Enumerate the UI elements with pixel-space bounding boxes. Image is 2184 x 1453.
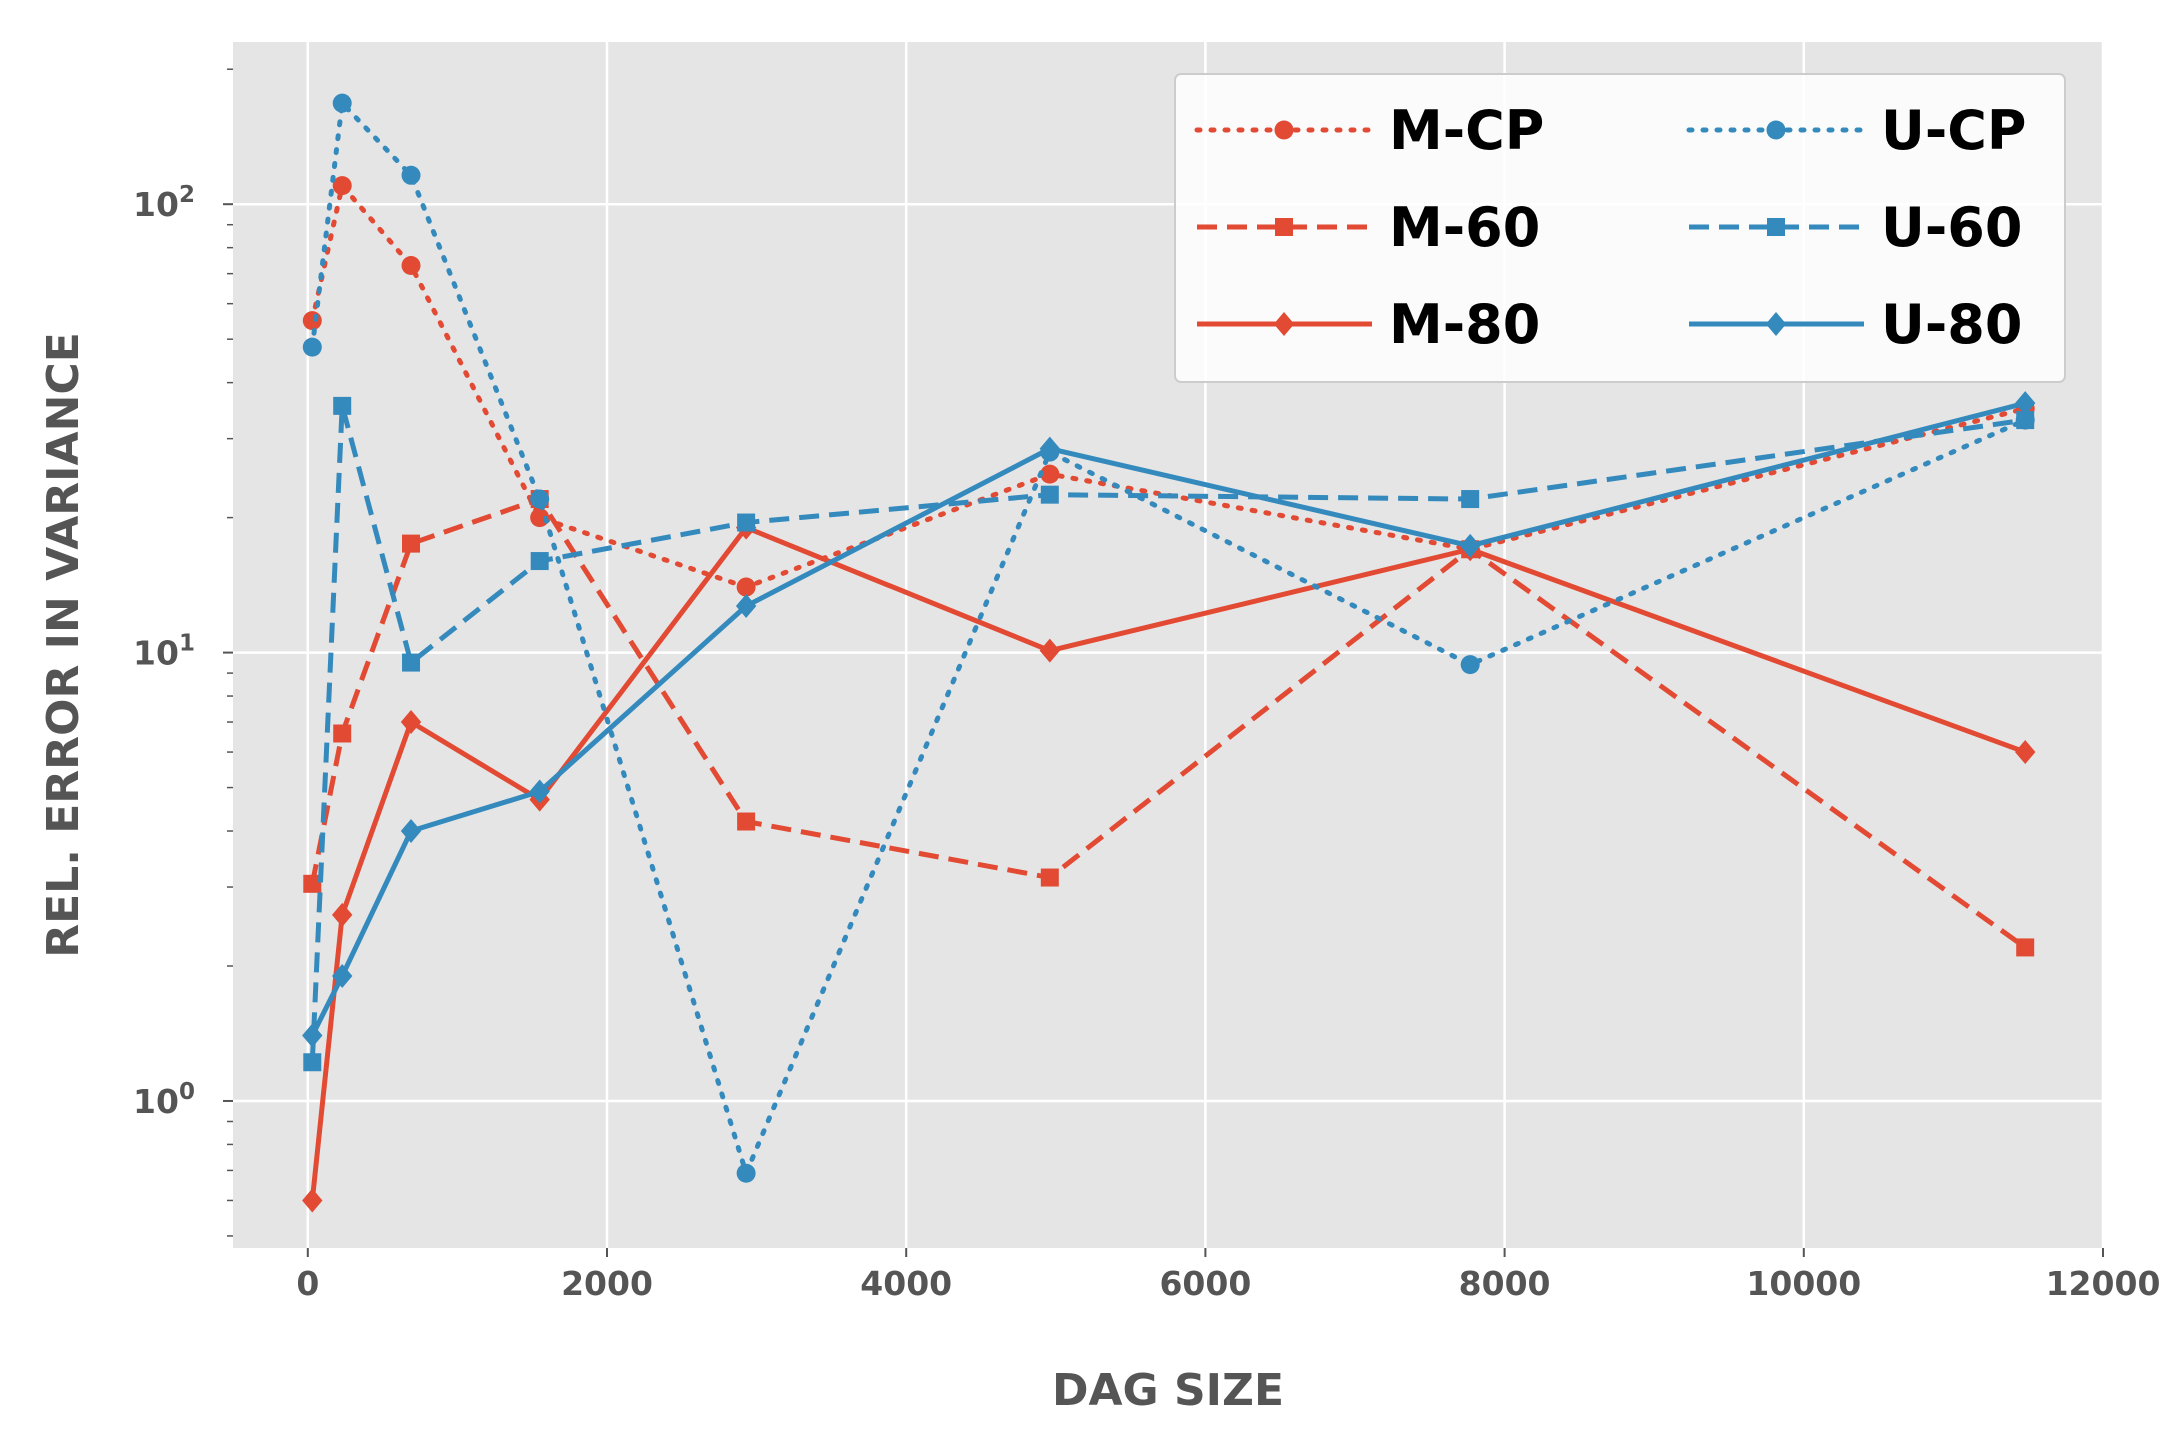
x-tick-label: 8000 [1459,1264,1551,1303]
data-point [1459,533,1481,558]
y-tick-label: 100 [133,1079,195,1121]
data-point [332,963,353,988]
series-line [310,400,2026,1037]
data-point [2015,740,2036,765]
y-tick-label: 101 [133,631,195,673]
series-line [309,100,2028,1176]
data-point [302,311,322,331]
data-point [737,513,756,532]
data-point [1040,485,1059,504]
legend-marker [1767,218,1785,236]
data-point [1461,490,1480,509]
data-point [2016,938,2035,957]
data-point [736,1163,756,1183]
x-tick-label: 4000 [860,1264,952,1303]
legend-box [1174,73,2066,383]
data-point [402,653,421,672]
legend-item-u-80: U-80 [1689,293,2022,356]
series-line [309,525,2027,1201]
y-axis-label: REL. ERROR IN VARIANCE [38,332,89,958]
x-axis-label: DAG SIZE [1052,1365,1284,1416]
legend-item-u-60: U-60 [1689,196,2022,259]
data-point [332,93,352,113]
y-tick-base: 10 [133,1082,179,1121]
data-point [401,255,421,275]
legend-label: M-80 [1389,293,1540,356]
legend-item-m-60: M-60 [1197,196,1540,259]
legend-item-m-cp: M-CP [1194,99,1544,162]
legend-label: M-60 [1389,196,1540,259]
legend-item-u-cp: U-CP [1686,99,2026,162]
x-tick-label: 12000 [2046,1264,2161,1303]
legend-label: M-CP [1389,99,1544,162]
x-tick-label: 10000 [1746,1264,1861,1303]
data-point [302,337,322,357]
series-line [309,496,2027,950]
y-tick-exponent: 2 [179,182,195,208]
y-tick-exponent: 0 [179,1079,195,1105]
data-point [401,165,421,185]
series-line [309,403,2026,1063]
legend-item-m-80: M-80 [1197,293,1540,356]
data-point [402,534,421,553]
data-point [737,812,756,831]
y-tick-base: 10 [133,185,179,224]
y-tick-exponent: 1 [179,631,195,657]
data-point [333,396,352,415]
legend-marker [1766,120,1786,140]
data-point [332,176,352,196]
data-point [529,779,550,804]
data-point [530,489,550,509]
data-point [333,724,352,743]
data-point [1460,655,1480,675]
data-point [1040,464,1060,484]
x-tick-label: 2000 [561,1264,653,1303]
legend-marker [1765,312,1787,336]
series-line [309,183,2028,590]
data-point [2016,411,2035,430]
x-tick-label: 0 [296,1264,319,1303]
data-point [303,874,322,893]
data-point [1039,436,1061,461]
data-point [332,902,353,927]
data-point [400,819,422,844]
data-point [302,1188,323,1213]
y-tick-base: 10 [133,634,179,673]
legend: M-CP M-60 M-80 U-CP U-60 U-80 [1174,73,2066,383]
data-point [400,710,422,735]
legend-label: U-60 [1881,196,2022,259]
y-tick-label: 102 [133,182,195,224]
series-u-80 [302,391,2036,1048]
legend-marker [1275,218,1293,236]
series-u-60 [303,396,2035,1072]
legend-marker [1273,312,1295,336]
data-point [2015,391,2036,416]
data-point [303,1053,322,1072]
legend-label: U-80 [1881,293,2022,356]
data-point [302,1023,323,1048]
data-point [1039,638,1061,663]
data-point [735,594,757,619]
legend-label: U-CP [1881,99,2026,162]
series-m-80 [302,515,2036,1213]
legend-marker [1274,120,1294,140]
data-point [530,552,549,571]
data-point [736,577,756,597]
series-group [302,93,2036,1213]
x-tick-label: 6000 [1159,1264,1251,1303]
data-point [1040,868,1059,887]
